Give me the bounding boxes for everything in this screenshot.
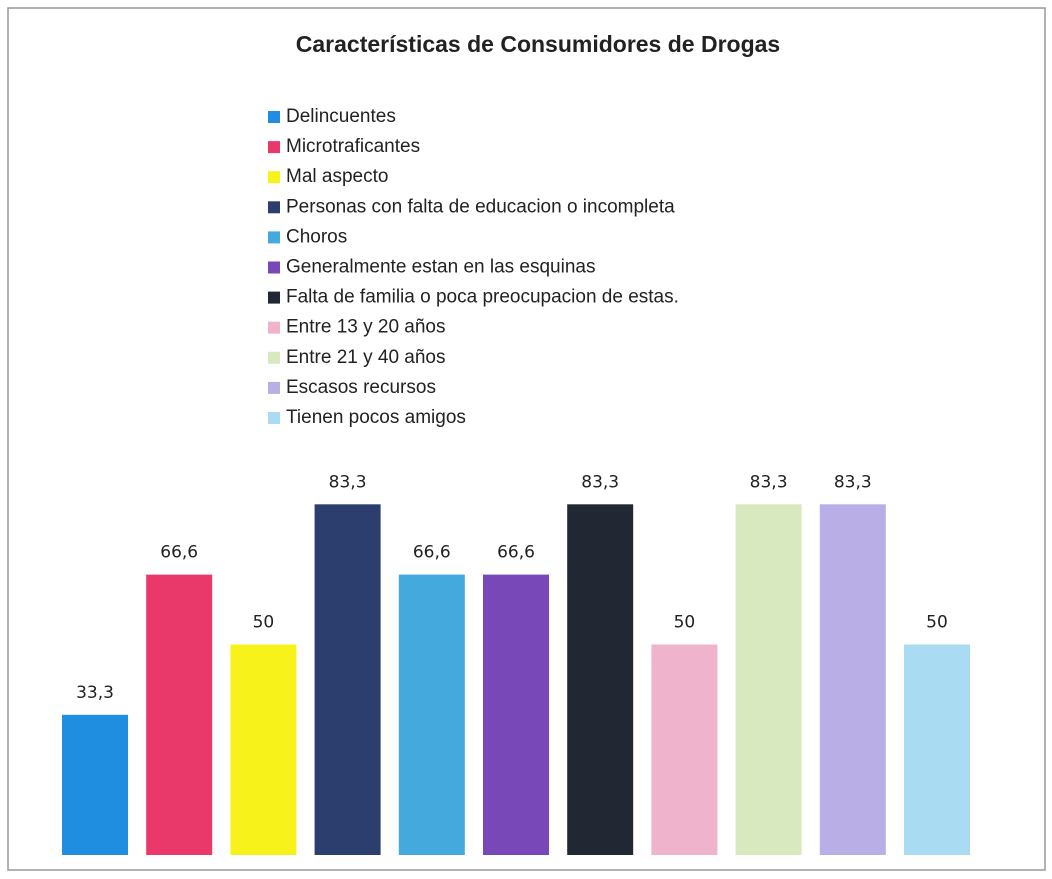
legend-label: Falta de familia o poca preocupacion de … — [286, 287, 679, 308]
bar — [735, 504, 802, 855]
data-label: 50 — [253, 613, 275, 633]
legend-swatch — [268, 381, 280, 394]
legend-label: Microtraficantes — [286, 136, 420, 157]
data-label: 83,3 — [581, 472, 619, 492]
legend-swatch — [268, 261, 280, 274]
data-label: 66,6 — [497, 543, 535, 563]
legend-swatch — [268, 171, 280, 184]
legend-swatch — [268, 201, 280, 214]
legend-label: Personas con falta de educacion o incomp… — [286, 196, 675, 217]
bar — [146, 574, 213, 855]
data-label: 33,3 — [76, 683, 114, 703]
bar — [904, 644, 970, 855]
bar — [230, 644, 297, 855]
data-label: 50 — [674, 613, 696, 633]
legend-swatch — [268, 231, 280, 244]
data-label: 50 — [926, 613, 948, 633]
legend-label: Tienen pocos amigos — [286, 407, 466, 428]
bar — [567, 504, 634, 855]
legend-label: Escasos recursos — [286, 377, 436, 398]
legend-label: Entre 21 y 40 años — [286, 347, 446, 368]
legend-label: Choros — [286, 226, 347, 247]
bar — [651, 644, 718, 855]
bar — [819, 504, 886, 855]
bar — [314, 504, 381, 855]
data-label: 83,3 — [834, 472, 872, 492]
bar — [62, 714, 128, 855]
chart-title: Características de Consumidores de Droga… — [296, 31, 780, 57]
legend-swatch — [268, 351, 280, 364]
data-label: 66,6 — [413, 543, 451, 563]
legend-label: Entre 13 y 20 años — [286, 317, 446, 338]
legend-swatch — [268, 321, 280, 334]
bar — [398, 574, 465, 855]
bar — [483, 574, 549, 855]
data-label: 83,3 — [750, 472, 788, 492]
legend-swatch — [268, 291, 280, 304]
legend-swatch — [268, 111, 280, 123]
legend-swatch — [268, 141, 280, 154]
legend-swatch — [268, 412, 280, 424]
data-label: 83,3 — [329, 472, 367, 492]
legend-label: Delincuentes — [286, 106, 396, 127]
legend-label: Mal aspecto — [286, 166, 388, 187]
legend-label: Generalmente estan en las esquinas — [286, 257, 595, 278]
data-label: 66,6 — [160, 543, 198, 563]
